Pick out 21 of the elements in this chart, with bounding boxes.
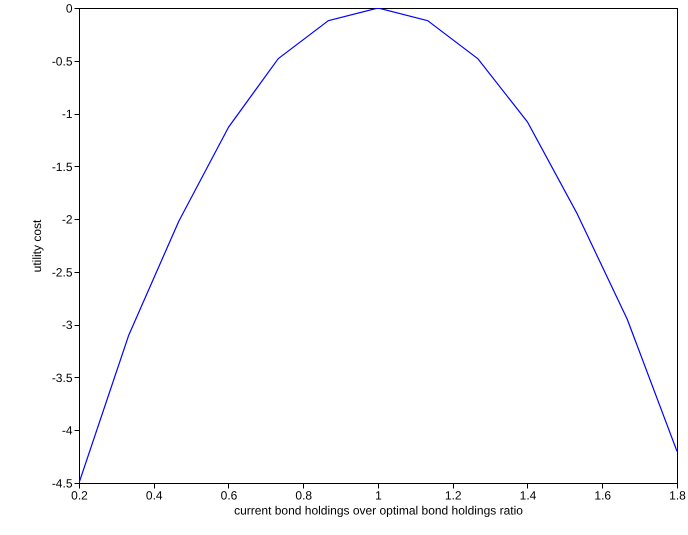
y-tick-label: -0.5 <box>52 54 73 68</box>
y-tick-label: -1 <box>62 107 73 122</box>
x-axis-title: current bond holdings over optimal bond holdings ratio <box>234 504 524 518</box>
x-tick-label: 1.4 <box>520 488 537 502</box>
y-tick-label: -3 <box>62 318 73 332</box>
y-tick-label: -2.5 <box>52 265 73 280</box>
x-tick-label: 1.8 <box>669 488 686 502</box>
y-axis-title: utility cost <box>30 218 44 272</box>
x-tick-label: 0.8 <box>295 488 312 502</box>
x-tick-label: 0.4 <box>146 488 163 502</box>
x-tick-label: 1.2 <box>444 488 462 502</box>
x-tick-label: 0.2 <box>71 488 88 502</box>
y-tick-label: -2 <box>62 212 73 227</box>
x-tick-label: 0.6 <box>220 488 238 502</box>
y-tick-label: 0 <box>66 2 73 16</box>
y-tick-label: -3.5 <box>52 370 73 385</box>
x-tick-label: 1 <box>375 488 382 502</box>
y-tick-label: -1.5 <box>52 160 73 174</box>
y-tick-label: -4.5 <box>52 476 73 490</box>
y-tick-label: -4 <box>62 424 73 438</box>
x-tick-label: 1.6 <box>594 488 612 502</box>
